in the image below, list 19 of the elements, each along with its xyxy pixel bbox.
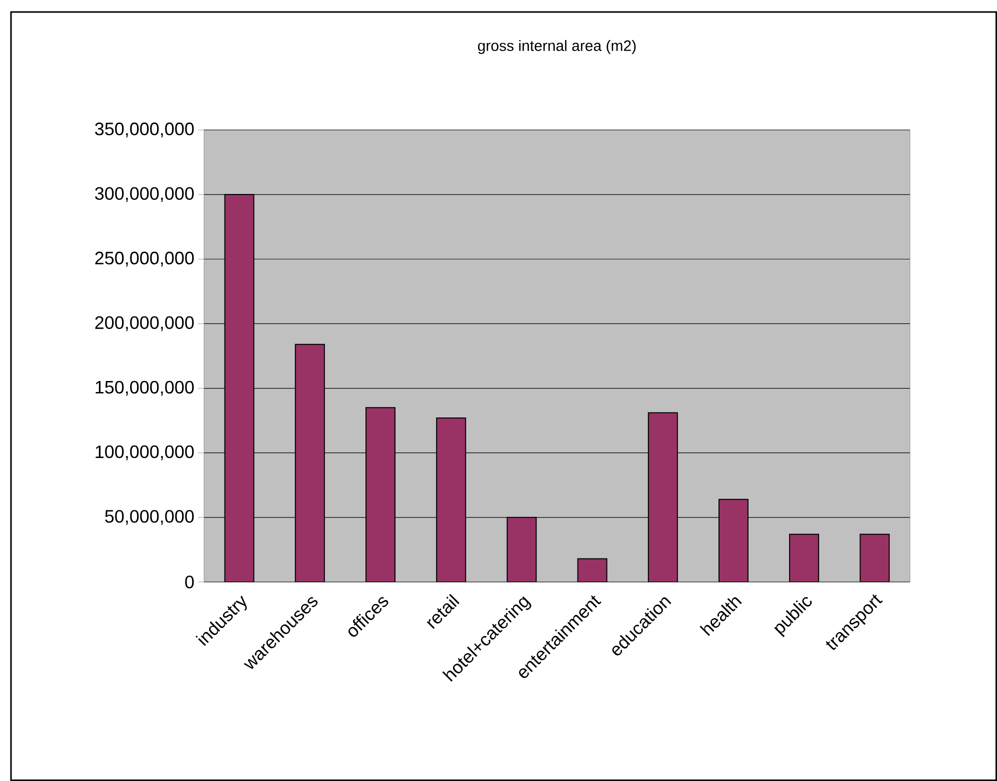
y-tick-label: 250,000,000 <box>95 252 194 267</box>
bar <box>506 516 537 582</box>
bar <box>294 344 325 582</box>
y-tick-label: 300,000,000 <box>95 187 194 202</box>
y-tick-label: 200,000,000 <box>95 316 194 332</box>
y-tick-label: 0 <box>185 576 194 588</box>
bar <box>436 417 466 582</box>
bar <box>577 558 608 582</box>
y-tick-label: 150,000,000 <box>96 380 194 396</box>
bar <box>366 407 396 582</box>
bar <box>224 194 254 582</box>
bar <box>648 412 678 582</box>
y-tick-label: 350,000,000 <box>95 122 194 138</box>
chart-title: gross internal area (m2) <box>478 40 636 54</box>
bar <box>860 534 890 582</box>
y-tick-label: 100,000,000 <box>96 445 194 460</box>
bar <box>789 534 820 582</box>
bar <box>718 498 748 582</box>
y-tick-label: 50,000,000 <box>105 510 194 525</box>
